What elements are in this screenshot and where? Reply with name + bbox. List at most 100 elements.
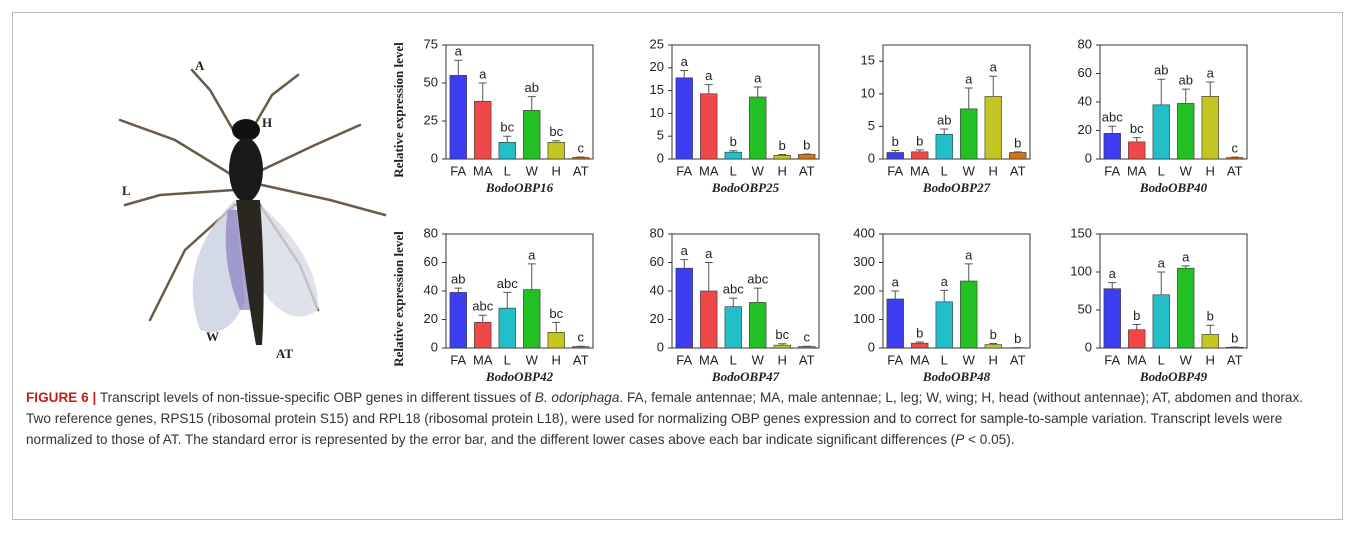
y-tick-label: 300 bbox=[853, 254, 875, 269]
error-bar bbox=[704, 84, 713, 94]
x-tick-label: L bbox=[730, 163, 737, 178]
y-tick-label: 20 bbox=[650, 311, 664, 326]
bar bbox=[960, 108, 978, 160]
bar bbox=[886, 152, 904, 160]
significance-letter: b bbox=[990, 327, 997, 342]
x-tick-label: AT bbox=[799, 352, 815, 367]
frame bbox=[12, 12, 1343, 520]
photo-label: W bbox=[206, 329, 219, 344]
x-tick-label: L bbox=[941, 352, 948, 367]
significance-letter: b bbox=[1014, 135, 1021, 150]
x-tick-label: W bbox=[1180, 352, 1193, 367]
x-tick-label: FA bbox=[450, 163, 466, 178]
y-tick-label: 20 bbox=[1078, 122, 1092, 137]
y-tick-label: 20 bbox=[650, 59, 664, 74]
significance-letter: c bbox=[1232, 141, 1239, 156]
bar bbox=[773, 344, 791, 349]
x-tick-label: MA bbox=[1127, 163, 1147, 178]
bar bbox=[886, 298, 904, 349]
x-tick-label: AT bbox=[1010, 352, 1026, 367]
significance-letter: a bbox=[990, 60, 998, 75]
x-tick-label: L bbox=[504, 352, 511, 367]
x-tick-label: L bbox=[730, 352, 737, 367]
y-tick-label: 50 bbox=[1078, 301, 1092, 316]
x-tick-label: MA bbox=[473, 163, 493, 178]
caption-text: Transcript levels of non-tissue-specific… bbox=[99, 390, 535, 405]
error-bar bbox=[940, 289, 949, 302]
x-tick-label: W bbox=[752, 352, 765, 367]
error-bar bbox=[1132, 137, 1141, 142]
significance-letter: a bbox=[705, 246, 713, 261]
significance-letter: a bbox=[892, 274, 900, 289]
bar bbox=[474, 322, 492, 349]
significance-letter: ab bbox=[1154, 63, 1168, 78]
x-tick-label: FA bbox=[1104, 163, 1120, 178]
x-tick-label: AT bbox=[573, 163, 589, 178]
plot-frame bbox=[671, 233, 820, 349]
bar bbox=[984, 344, 1002, 349]
plot-frame bbox=[1099, 233, 1248, 349]
x-tick-label: L bbox=[1158, 163, 1165, 178]
plot-frame bbox=[882, 44, 1031, 160]
x-tick-label: AT bbox=[1227, 352, 1243, 367]
x-tick-label: L bbox=[504, 163, 511, 178]
significance-letter: a bbox=[941, 274, 949, 289]
significance-letter: a bbox=[681, 243, 689, 258]
significance-letter: a bbox=[1182, 249, 1190, 264]
bar bbox=[749, 302, 767, 349]
error-bar bbox=[729, 297, 738, 307]
y-tick-label: 0 bbox=[1085, 339, 1092, 354]
significance-letter: b bbox=[1231, 330, 1238, 345]
x-tick-label: AT bbox=[1010, 163, 1026, 178]
error-bar bbox=[915, 149, 924, 152]
y-tick-label: 0 bbox=[431, 150, 438, 165]
error-bar bbox=[778, 153, 787, 156]
significance-letter: ab bbox=[525, 80, 539, 95]
error-bar bbox=[753, 287, 762, 303]
x-tick-label: FA bbox=[887, 352, 903, 367]
error-bar bbox=[552, 321, 561, 333]
significance-letter: a bbox=[1207, 65, 1215, 80]
bar bbox=[700, 93, 718, 160]
error-bar bbox=[1132, 323, 1141, 330]
significance-letter: b bbox=[779, 138, 786, 153]
photo-label: H bbox=[262, 115, 272, 130]
bar bbox=[498, 141, 516, 160]
error-bar bbox=[478, 314, 487, 323]
y-tick-label: 0 bbox=[868, 150, 875, 165]
y-axis-title: Relative expression level bbox=[391, 42, 406, 178]
bar bbox=[1226, 157, 1244, 160]
significance-letter: b bbox=[1133, 308, 1140, 323]
y-tick-label: 25 bbox=[650, 36, 664, 51]
chart-title: BodoOBP40 bbox=[1139, 180, 1208, 195]
bar bbox=[700, 290, 718, 349]
x-tick-label: H bbox=[989, 352, 998, 367]
x-tick-label: AT bbox=[1227, 163, 1243, 178]
y-tick-label: 60 bbox=[424, 254, 438, 269]
error-bar bbox=[454, 59, 463, 76]
y-tick-label: 0 bbox=[431, 339, 438, 354]
y-tick-label: 5 bbox=[868, 118, 875, 133]
x-tick-label: FA bbox=[1104, 352, 1120, 367]
chart-title: BodoOBP27 bbox=[922, 180, 991, 195]
caption-text: B. odoriphaga bbox=[534, 390, 620, 405]
significance-letter: bc bbox=[775, 327, 789, 342]
y-tick-label: 15 bbox=[650, 82, 664, 97]
error-bar bbox=[778, 343, 787, 346]
bar bbox=[798, 154, 816, 160]
error-bar bbox=[753, 86, 762, 97]
bar bbox=[1128, 141, 1146, 160]
y-tick-label: 5 bbox=[657, 128, 664, 143]
caption-label: FIGURE 6 | bbox=[26, 390, 97, 405]
x-tick-label: MA bbox=[1127, 352, 1147, 367]
y-tick-label: 40 bbox=[650, 282, 664, 297]
plot-frame bbox=[671, 44, 820, 160]
y-tick-label: 75 bbox=[424, 36, 438, 51]
bar bbox=[1152, 104, 1170, 160]
plot-frame bbox=[1099, 44, 1248, 160]
significance-letter: abc bbox=[747, 272, 768, 287]
x-tick-label: MA bbox=[699, 352, 719, 367]
bar bbox=[1177, 267, 1195, 349]
bar bbox=[572, 157, 590, 160]
y-tick-label: 200 bbox=[853, 282, 875, 297]
